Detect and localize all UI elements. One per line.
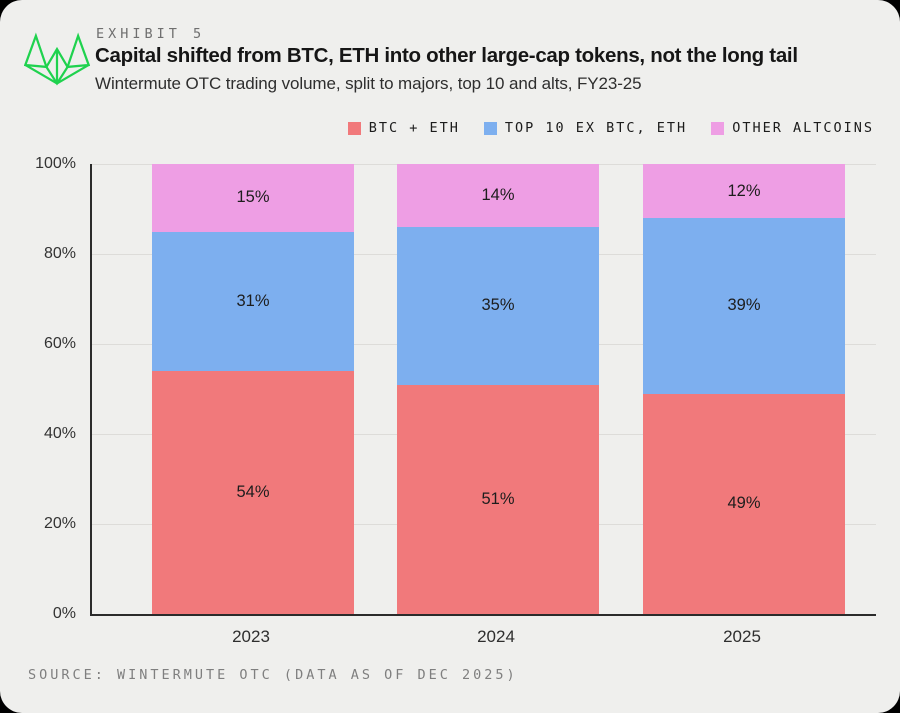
bar-segment-label: 31%	[236, 291, 270, 310]
legend: BTC + ETH TOP 10 EX BTC, ETH OTHER ALTCOIN…	[347, 120, 874, 136]
legend-item: BTC + ETH	[347, 120, 460, 136]
bar-column: 49% 39% 12%	[643, 164, 845, 614]
y-tick-label: 80%	[43, 245, 76, 262]
legend-item: TOP 10 EX BTC, ETH	[483, 120, 688, 136]
exhibit-label: EXHIBIT 5	[96, 26, 206, 42]
legend-label: BTC + ETH	[368, 120, 460, 136]
wintermute-logo-icon	[24, 32, 90, 86]
bar-segment: 51%	[397, 384, 599, 614]
y-axis: 0% 20% 40% 60% 80% 100%	[0, 155, 76, 622]
bar-segment: 39%	[643, 218, 845, 394]
legend-label: TOP 10 EX BTC, ETH	[504, 120, 688, 136]
chart-subtitle: Wintermute OTC trading volume, split to …	[95, 74, 642, 93]
bar-segment-label: 35%	[481, 296, 515, 315]
plot-area: 54% 31% 15% 51% 35% 14% 49% 39% 12%	[90, 163, 876, 616]
y-tick-label: 0%	[52, 605, 76, 622]
bar-segment: 31%	[152, 231, 354, 371]
y-tick-label: 100%	[35, 155, 76, 172]
x-tick-label: 2025	[723, 627, 761, 646]
source-note: SOURCE: WINTERMUTE OTC (DATA AS OF DEC 2…	[28, 667, 518, 683]
bar-segment: 54%	[152, 371, 354, 614]
legend-label: OTHER ALTCOINS	[732, 120, 874, 136]
legend-swatch	[347, 121, 361, 135]
bar-segment: 12%	[643, 164, 845, 218]
bar-segment-label: 49%	[727, 494, 761, 513]
bar-segment-label: 15%	[236, 188, 270, 207]
x-axis-labels: 2023 2024 2025	[90, 627, 874, 651]
bar-segment-label: 39%	[727, 296, 761, 315]
y-tick-label: 40%	[43, 425, 76, 442]
y-tick-label: 20%	[43, 515, 76, 532]
bar-segment-label: 51%	[481, 489, 515, 508]
x-tick-label: 2024	[477, 627, 515, 646]
y-tick-label: 60%	[43, 335, 76, 352]
bar-segment-label: 12%	[727, 181, 761, 200]
bar-segment-label: 14%	[481, 186, 515, 204]
legend-swatch	[483, 121, 497, 135]
bar-column: 54% 31% 15%	[152, 164, 354, 614]
legend-swatch	[711, 121, 725, 135]
bar-segment: 35%	[397, 227, 599, 385]
bar-segment: 15%	[152, 164, 354, 232]
bar-segment: 14%	[397, 164, 599, 227]
x-tick-label: 2023	[232, 627, 270, 646]
bar-segment: 49%	[643, 393, 845, 614]
bar-segment-label: 54%	[236, 483, 270, 501]
bar-column: 51% 35% 14%	[397, 164, 599, 614]
legend-item: OTHER ALTCOINS	[711, 120, 874, 136]
chart-title: Capital shifted from BTC, ETH into other…	[95, 44, 798, 67]
